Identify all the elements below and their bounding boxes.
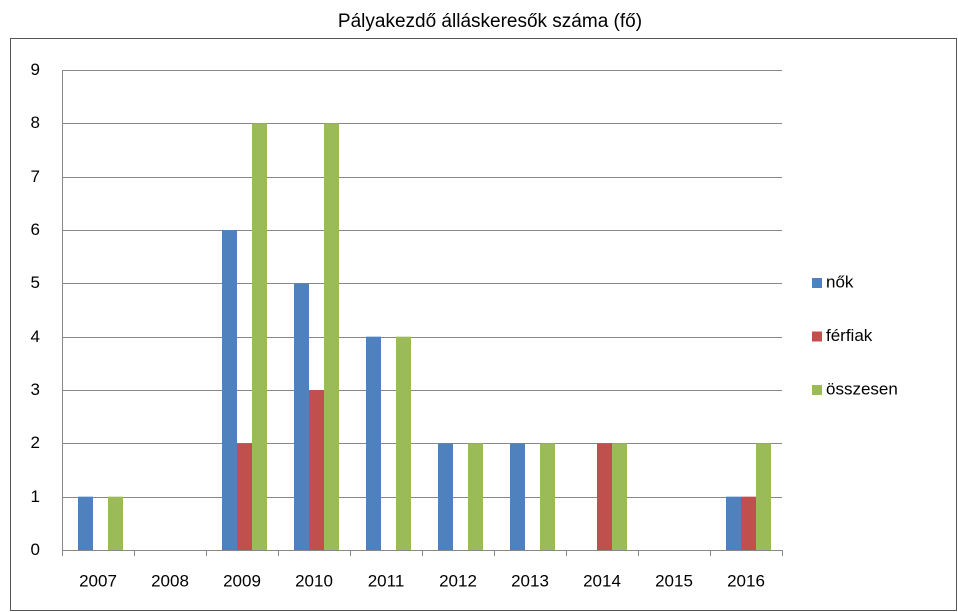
y-tick-label: 7 (31, 167, 40, 186)
x-tick-label: 2007 (79, 571, 117, 590)
y-tick-label: 8 (31, 113, 40, 132)
legend-swatch (812, 385, 822, 395)
bar (309, 390, 324, 550)
chart-border (10, 38, 957, 611)
bar (540, 443, 555, 550)
y-tick-label: 0 (31, 540, 40, 559)
bar (510, 443, 525, 550)
bar (108, 496, 123, 550)
x-tick-label: 2015 (655, 571, 693, 590)
bar (252, 123, 267, 550)
bar (756, 443, 771, 550)
bar (726, 496, 741, 550)
legend-swatch (812, 278, 822, 288)
bar (324, 123, 339, 550)
bar (222, 230, 237, 550)
x-tick-label: 2009 (223, 571, 261, 590)
y-tick-label: 4 (31, 327, 40, 346)
x-tick-label: 2013 (511, 571, 549, 590)
x-tick-label: 2011 (368, 571, 405, 590)
x-tick-label: 2014 (583, 571, 621, 590)
y-tick-label: 3 (31, 380, 40, 399)
y-tick-label: 9 (31, 60, 40, 79)
bar (366, 336, 381, 550)
y-tick-label: 1 (31, 487, 40, 506)
x-tick-label: 2010 (295, 571, 333, 590)
bar (396, 336, 411, 550)
bar (237, 443, 252, 550)
legend-swatch (812, 331, 822, 342)
bar (294, 283, 309, 550)
x-tick-label: 2016 (727, 571, 765, 590)
bar (468, 443, 483, 550)
chart-title: Pályakezdő álláskeresők száma (fő) (338, 11, 642, 32)
bar (612, 443, 627, 550)
bar (78, 496, 93, 550)
bar (438, 443, 453, 550)
bar (597, 443, 612, 550)
legend-label: férfiak (826, 326, 873, 345)
x-tick-label: 2012 (439, 571, 477, 590)
bar (741, 496, 756, 550)
y-tick-label: 6 (31, 220, 40, 239)
x-tick-label: 2008 (151, 571, 189, 590)
y-tick-label: 5 (31, 273, 40, 292)
legend-label: nők (826, 272, 854, 291)
legend-label: összesen (826, 379, 898, 398)
y-tick-label: 2 (31, 433, 40, 452)
